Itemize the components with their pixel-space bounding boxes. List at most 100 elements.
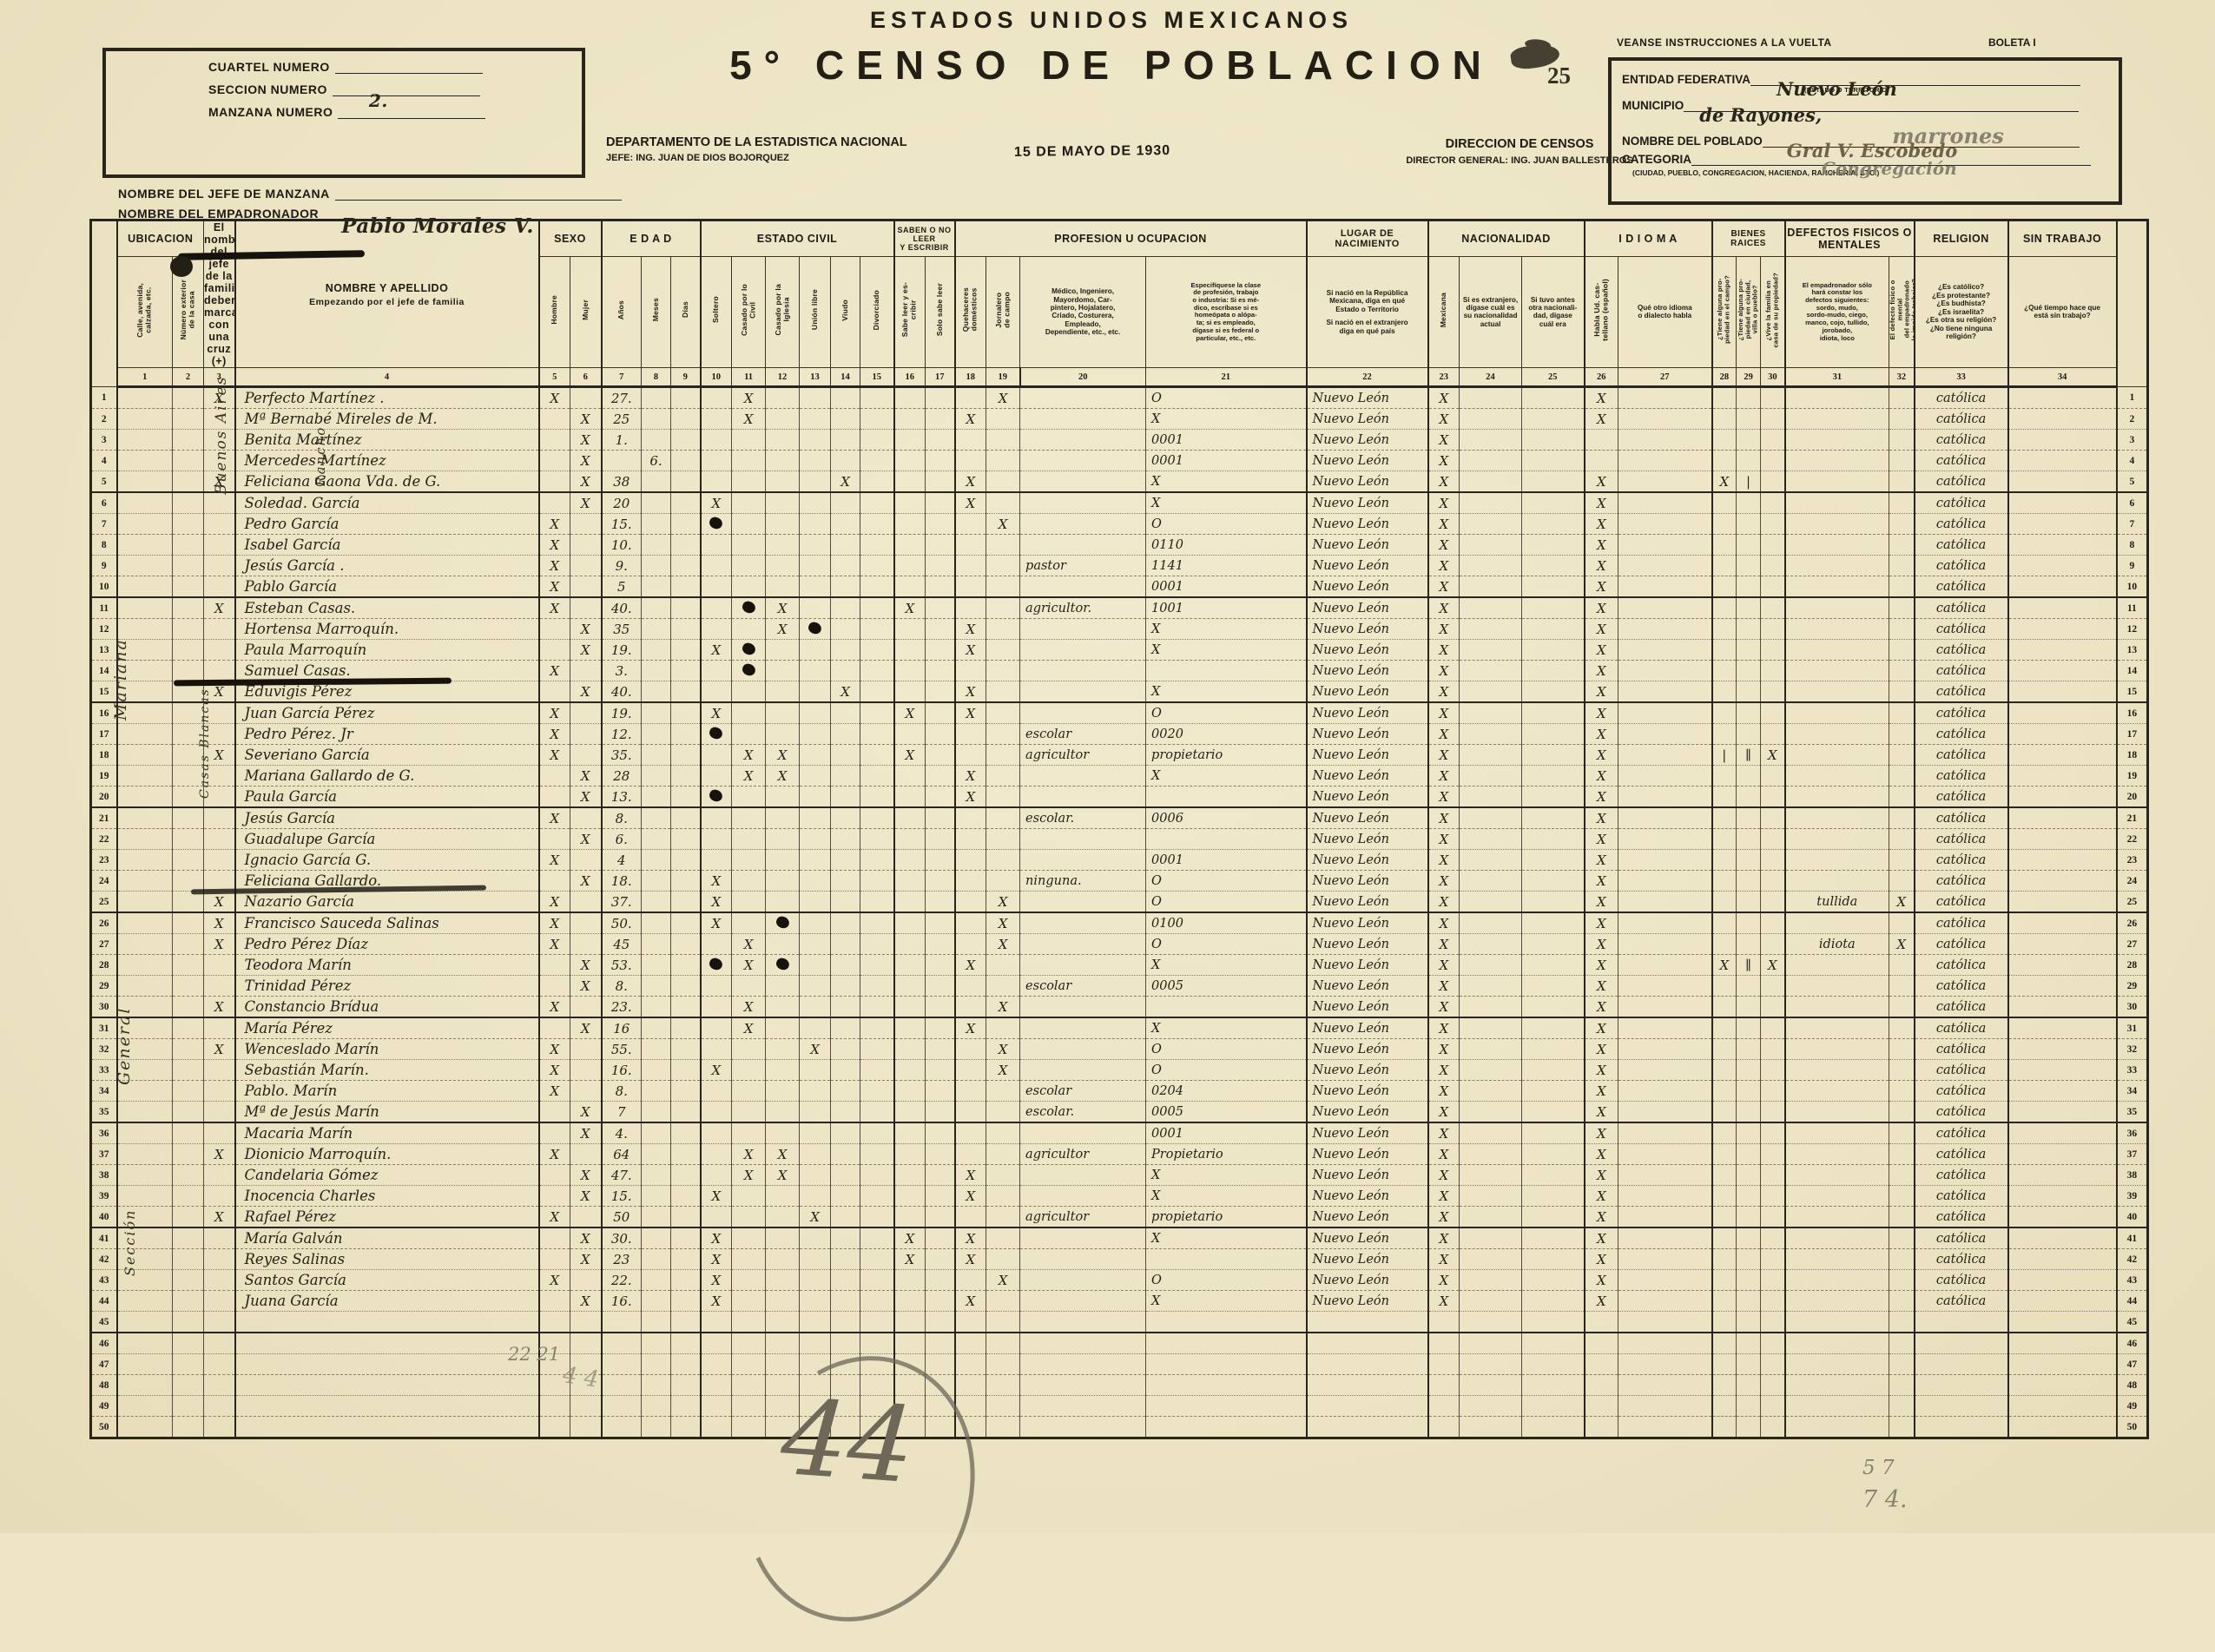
cell-n-row-9: 9	[90, 555, 118, 576]
cell-n25-row-19	[1521, 765, 1585, 787]
cell-b29-row-8	[1736, 534, 1762, 556]
cell-l17-row-30	[925, 996, 956, 1018]
cell-q18-row-39: X	[954, 1185, 987, 1207]
cell-n24-row-21	[1459, 807, 1523, 829]
cell-cr-row-4	[203, 450, 236, 471]
cell-mx-row-17: X	[1427, 723, 1460, 745]
cell-s13-row-21	[799, 807, 832, 829]
seccion-blank-line[interactable]: 2.	[332, 90, 480, 111]
cell-st-row-19	[2007, 765, 2118, 787]
group-sin-trabajo: SIN TRABAJO	[2007, 220, 2118, 257]
cell-nr-row-39: 39	[2116, 1185, 2149, 1207]
cell-l17-row-8	[925, 534, 956, 556]
cell-l16-row-12	[893, 618, 926, 640]
cell-n25-row-1	[1521, 386, 1585, 409]
cell-nr-row-33: 33	[2116, 1059, 2149, 1081]
cell-b29-row-5: |	[1736, 471, 1762, 493]
cuartel-blank-line[interactable]	[334, 73, 483, 74]
cell-s14-row-45	[830, 1311, 861, 1333]
cell-rel-row-26: católica	[1914, 912, 2009, 934]
cell-o21-row-3: 0001	[1145, 429, 1308, 451]
cell-l17-row-23	[925, 849, 956, 871]
cell-cast-row-17: X	[1584, 723, 1619, 745]
municipio-line[interactable]: de Rayones, marrones	[1684, 104, 2080, 148]
cell-n-row-1: 1	[90, 386, 118, 409]
cell-b29-row-44	[1736, 1290, 1762, 1312]
cell-b28-row-41	[1711, 1227, 1737, 1249]
cell-c2x-row-16	[172, 702, 204, 724]
categoria-line[interactable]: Congregación	[1691, 158, 2091, 179]
cell-a-row-2: 25	[601, 408, 642, 430]
column-number-16: 16	[893, 367, 926, 388]
cell-cast-row-7: X	[1584, 513, 1619, 535]
cell-me-row-5	[641, 471, 671, 493]
cell-s11-row-46	[731, 1333, 767, 1354]
cell-s14-row-12	[830, 618, 861, 640]
cell-a-row-5: 38	[601, 471, 642, 493]
cell-d32-row-22	[1889, 828, 1915, 850]
cell-l16-row-21	[893, 807, 926, 829]
cell-s13-row-24	[799, 870, 832, 892]
cell-o20-row-25	[1019, 891, 1147, 913]
cell-l17-row-39	[925, 1185, 956, 1207]
cell-cr-row-21	[203, 807, 236, 829]
cell-s12-row-6	[765, 492, 801, 514]
cell-di-row-32	[669, 1038, 702, 1060]
department-line1: DEPARTAMENTO DE LA ESTADISTICA NACIONAL	[606, 135, 907, 149]
cell-s10-row-10	[700, 576, 733, 598]
cell-l16-row-33	[893, 1059, 926, 1081]
cell-o21-row-35: 0005	[1145, 1101, 1308, 1123]
cell-o21-row-49	[1145, 1395, 1308, 1417]
cell-di-row-45	[669, 1311, 702, 1333]
cell-rel-row-18: católica	[1914, 744, 2009, 766]
cell-nr-row-3: 3	[2116, 429, 2149, 451]
categoria-label: CATEGORIA	[1622, 153, 1691, 166]
cell-st-row-21	[2007, 807, 2118, 829]
cell-bp-row-42: Nuevo León	[1306, 1248, 1429, 1270]
cell-s10-row-23	[700, 849, 733, 871]
cell-o21-row-2: X	[1145, 408, 1308, 430]
cell-o20-row-36	[1019, 1122, 1147, 1144]
cell-o21-row-34: 0204	[1145, 1080, 1308, 1102]
cell-name-row-25: Nazario García	[234, 891, 540, 913]
cell-b28-row-5: X	[1711, 471, 1737, 493]
manzana-blank-line[interactable]	[338, 118, 486, 119]
cell-b30-row-12	[1760, 618, 1786, 640]
cell-s15-row-27	[860, 933, 895, 955]
ink-blot	[807, 620, 823, 635]
cell-c2x-row-36	[172, 1122, 204, 1144]
cell-s10-row-29	[700, 975, 733, 997]
cell-b28-row-7	[1711, 513, 1737, 535]
cell-m-row-49	[570, 1395, 603, 1417]
cell-name-row-36: Macaria Marín	[234, 1122, 540, 1144]
column-number-10: 10	[700, 367, 733, 388]
cell-o20-row-45	[1019, 1311, 1147, 1333]
group-religion: RELIGION	[1914, 220, 2009, 257]
cell-c2x-row-45	[172, 1311, 204, 1333]
column-number-24: 24	[1459, 367, 1523, 388]
cell-q18-row-17	[954, 723, 987, 745]
cell-l16-row-34	[893, 1080, 926, 1102]
cell-o21-row-1: O	[1145, 386, 1308, 409]
cell-name-row-29: Trinidad Pérez	[234, 975, 540, 997]
cell-bp-row-17: Nuevo León	[1306, 723, 1429, 745]
jefe-manzana-blank-line[interactable]	[334, 200, 622, 201]
poblado-line[interactable]: Gral V. Escobedo	[1762, 140, 2080, 161]
cell-s11-row-25	[731, 891, 767, 913]
cell-a-row-33: 16.	[601, 1059, 642, 1081]
cell-s13-row-23	[799, 849, 832, 871]
cell-nr-row-11: 11	[2116, 597, 2149, 619]
cell-s15-row-48	[860, 1374, 895, 1396]
entidad-line[interactable]: Nuevo León	[1750, 78, 2080, 100]
cell-n25-row-31	[1521, 1017, 1585, 1039]
column-number-26: 26	[1584, 367, 1619, 388]
cell-o21-row-37: Propietario	[1145, 1143, 1308, 1165]
cell-name-row-12: Hortensa Marroquín.	[234, 618, 540, 640]
direction-line2: DIRECTOR GENERAL: ING. JUAN BALLESTEROS	[1406, 155, 1633, 166]
cell-st-row-36	[2007, 1122, 2118, 1144]
cell-nr-row-14: 14	[2116, 660, 2149, 681]
